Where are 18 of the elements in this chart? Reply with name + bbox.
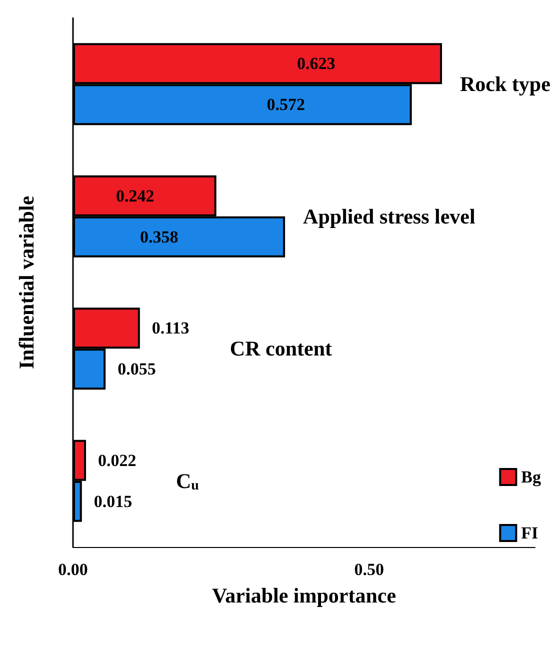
y-tick-label: Rock type <box>460 72 550 96</box>
y-tick-label: CR content <box>230 336 332 361</box>
x-tick-label: 0.50 <box>354 560 384 579</box>
y-tick-label: Cu <box>176 468 200 494</box>
y-axis-title: Influential variable <box>14 196 38 370</box>
data-label: 0.623 <box>297 54 336 74</box>
legend-label: FI <box>521 524 539 542</box>
data-label: 0.113 <box>152 318 190 338</box>
data-label: 0.242 <box>116 186 154 206</box>
data-label: 0.358 <box>140 227 178 246</box>
x-tick-label: 0.00 <box>58 560 88 579</box>
legend-label: Bg <box>521 468 542 486</box>
x-axis-title: Variable importance <box>212 584 396 608</box>
data-label: 0.015 <box>94 492 132 511</box>
data-label: 0.055 <box>118 360 156 379</box>
data-label: 0.572 <box>266 95 306 114</box>
y-tick-label: Applied stress level <box>303 204 476 228</box>
data-label: 0.022 <box>98 450 136 470</box>
